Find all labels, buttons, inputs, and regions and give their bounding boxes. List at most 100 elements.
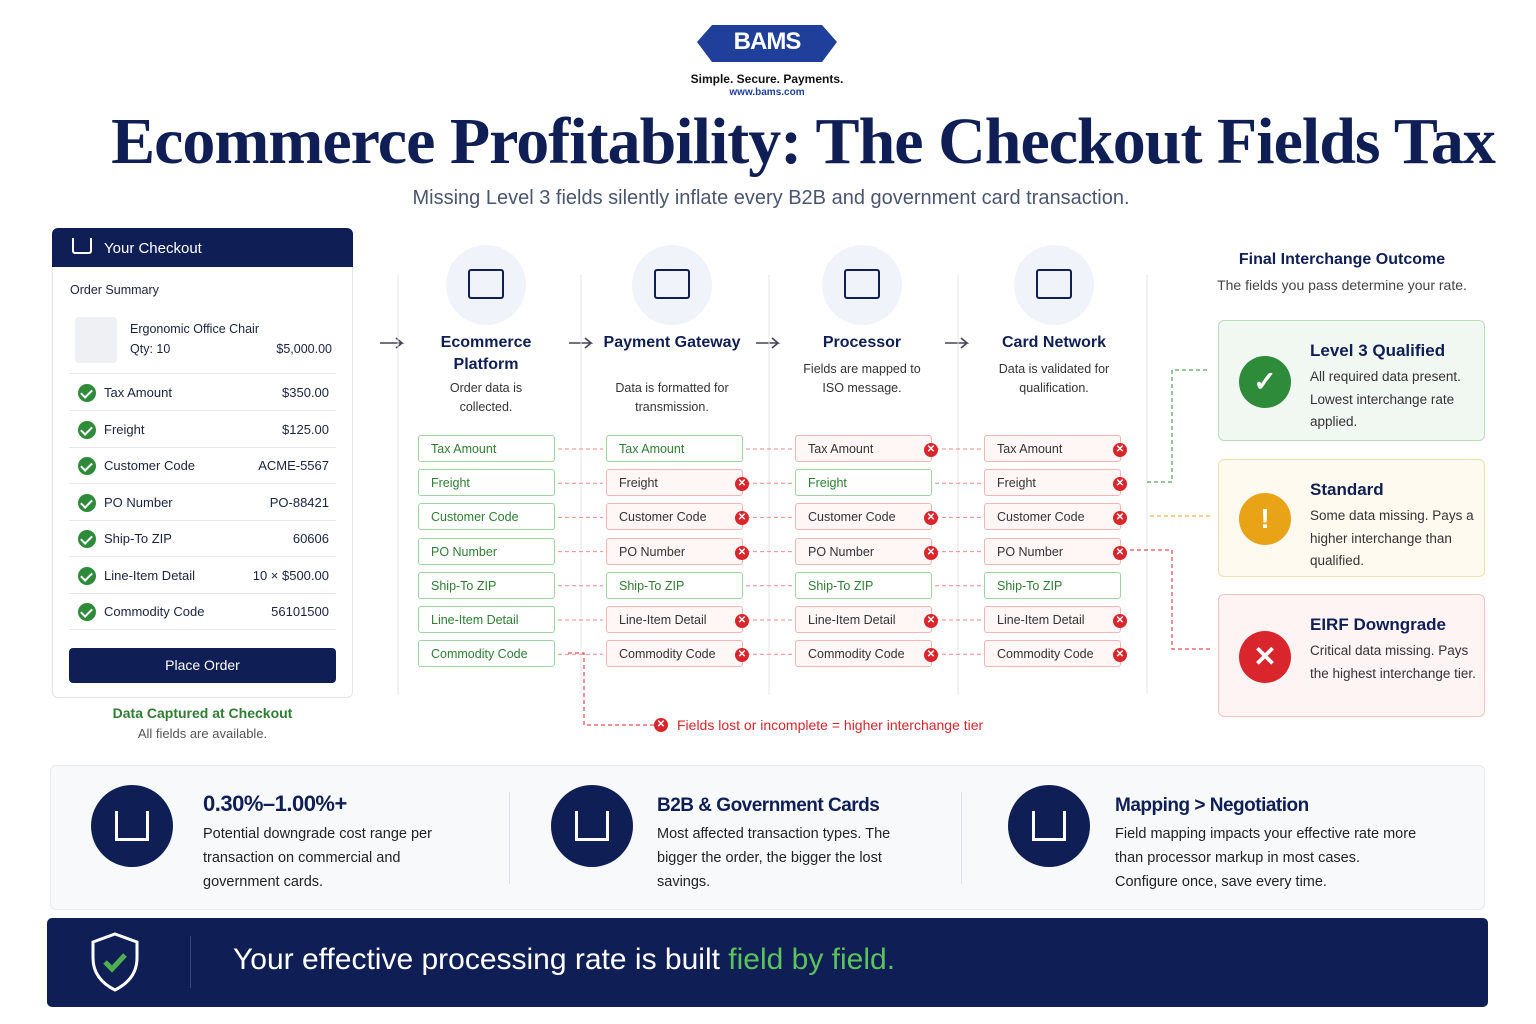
stage-field: Customer Code bbox=[418, 503, 555, 531]
stage-icon-glyph bbox=[654, 269, 690, 299]
lost-icon: ✕ bbox=[735, 648, 749, 663]
stage-field: Commodity Code ✕ bbox=[984, 640, 1127, 668]
lost-icon: ✕ bbox=[735, 511, 749, 526]
banner-divider bbox=[190, 936, 191, 988]
stat-title: 0.30%–1.00%+ bbox=[203, 791, 347, 816]
stat-icon-glyph bbox=[575, 811, 609, 841]
field-value: 60606 bbox=[292, 531, 329, 546]
path-qualified bbox=[1147, 369, 1210, 483]
logo-badge bbox=[697, 25, 837, 62]
outcome-subtitle: The fields you pass determine your rate. bbox=[1217, 277, 1467, 293]
check-icon bbox=[78, 566, 96, 585]
stage-field: Freight bbox=[418, 469, 555, 497]
shield-icon bbox=[91, 932, 139, 992]
lost-icon: ✕ bbox=[735, 477, 749, 492]
stage-icon-glyph bbox=[1036, 269, 1072, 299]
stage-field: Ship-To ZIP bbox=[418, 571, 555, 599]
lost-icon: ✕ bbox=[1113, 443, 1127, 457]
stat-icon-glyph bbox=[115, 811, 149, 841]
field-name: PO Number bbox=[104, 494, 173, 510]
stat-icon-glyph bbox=[1032, 811, 1066, 841]
outcome-title: Final Interchange Outcome bbox=[1238, 251, 1446, 268]
lost-icon: ✕ bbox=[924, 648, 938, 663]
stage-title: Ecommerce Platform bbox=[440, 334, 532, 373]
stat-icon bbox=[1008, 785, 1090, 867]
separators bbox=[397, 275, 1148, 695]
stage-icon bbox=[446, 245, 526, 325]
banner-text: Your effective processing rate is built … bbox=[233, 943, 895, 977]
lost-icon: ✕ bbox=[1113, 648, 1127, 663]
stage-field: Line-Item Detail ✕ bbox=[984, 606, 1127, 633]
stage-desc: Data is validated for qualification. bbox=[998, 362, 1110, 395]
banner-highlight: field by field. bbox=[728, 943, 896, 976]
lost-icon: ✕ bbox=[924, 443, 938, 457]
tier-name: Standard bbox=[1310, 480, 1384, 499]
stat-desc: Potential downgrade cost range per trans… bbox=[203, 826, 432, 890]
stage-desc: Order data is collected. bbox=[449, 381, 523, 414]
field-name: Freight bbox=[104, 421, 145, 437]
check-icon bbox=[78, 603, 96, 621]
stage-desc: Data is formatted for transmission. bbox=[615, 381, 729, 414]
stage-icon bbox=[1014, 245, 1094, 325]
stage-title: Payment Gateway bbox=[603, 334, 741, 351]
title: Ecommerce Profitability: The Checkout Fi… bbox=[111, 105, 1496, 178]
logo-brand: BAMS bbox=[733, 28, 802, 55]
lost-icon: ✕ bbox=[735, 614, 749, 628]
lost-icon: ✕ bbox=[1113, 545, 1127, 560]
field-connectors bbox=[558, 448, 981, 655]
checkout-title: Your Checkout bbox=[104, 240, 202, 257]
tier-card: ✕ EIRF Downgrade Critical data missing. Pa… bbox=[1218, 594, 1485, 717]
stage-field: Tax Amount bbox=[418, 435, 555, 462]
field-value: ACME-5567 bbox=[258, 458, 329, 473]
product-qty: Qty: 10 bbox=[130, 342, 171, 356]
check-icon bbox=[78, 420, 96, 439]
stage-field: Line-Item Detail bbox=[418, 606, 555, 633]
checkout-field: Ship-To ZIP 60606 bbox=[69, 522, 336, 557]
stage-field: Commodity Code ✕ bbox=[606, 640, 749, 668]
stage-field: Ship-To ZIP bbox=[984, 571, 1121, 599]
tier-desc: Critical data missing. Pays the highest … bbox=[1310, 643, 1476, 681]
stage-field: PO Number ✕ bbox=[984, 537, 1127, 565]
field-name: Customer Code bbox=[104, 458, 196, 473]
place-order-button[interactable]: Place Order bbox=[69, 648, 336, 683]
subtitle: Missing Level 3 fields silently inflate … bbox=[412, 187, 1130, 209]
stage-field: PO Number bbox=[418, 537, 555, 565]
checkout-field: PO Number PO-88421 bbox=[69, 486, 336, 521]
checkout-field: Line-Item Detail 10 × $500.00 bbox=[69, 559, 336, 594]
field-value: 10 × $500.00 bbox=[252, 567, 329, 583]
stage-field: Freight ✕ bbox=[606, 469, 749, 497]
stat-icon bbox=[91, 785, 173, 867]
lost-icon: ✕ bbox=[924, 545, 938, 560]
stat-desc: Field mapping impacts your effective rat… bbox=[1115, 826, 1417, 890]
stage-field: Freight bbox=[795, 469, 932, 497]
stage-field: Ship-To ZIP bbox=[795, 571, 932, 599]
field-value: $350.00 bbox=[282, 385, 329, 400]
check-icon bbox=[78, 384, 96, 402]
lost-icon: ✕ bbox=[924, 511, 938, 526]
stage-field: Customer Code ✕ bbox=[984, 503, 1127, 531]
stats-divider bbox=[961, 792, 962, 884]
stage-icon bbox=[822, 245, 902, 325]
tier-name: Level 3 Qualified bbox=[1310, 341, 1446, 360]
path-eirf bbox=[1130, 549, 1210, 650]
stage-field: Customer Code ✕ bbox=[606, 503, 749, 531]
flow-arrows bbox=[380, 337, 970, 349]
checkout-header bbox=[52, 228, 353, 267]
stat-desc: Most affected transaction types. The big… bbox=[657, 826, 891, 890]
logo-tagline: Simple. Secure. Payments. bbox=[690, 72, 844, 86]
checkout-field: Commodity Code 56101500 bbox=[69, 595, 336, 630]
check-icon bbox=[78, 530, 96, 548]
stage-field: Commodity Code ✕ bbox=[795, 640, 938, 668]
tier-name: EIRF Downgrade bbox=[1310, 615, 1447, 634]
banner: Your effective processing rate is built … bbox=[47, 918, 1488, 1007]
tier-desc: Some data missing. Pays a higher interch… bbox=[1310, 508, 1474, 568]
lost-icon: ✕ bbox=[1113, 614, 1127, 628]
cart-icon bbox=[72, 238, 92, 254]
stat-title: B2B & Government Cards bbox=[657, 795, 880, 816]
stage-field: Line-Item Detail ✕ bbox=[606, 606, 749, 633]
lost-icon: ✕ bbox=[1113, 511, 1127, 526]
field-value: 56101500 bbox=[271, 604, 329, 619]
stage-field: Line-Item Detail ✕ bbox=[795, 606, 938, 633]
field-name: Ship-To ZIP bbox=[104, 531, 172, 546]
